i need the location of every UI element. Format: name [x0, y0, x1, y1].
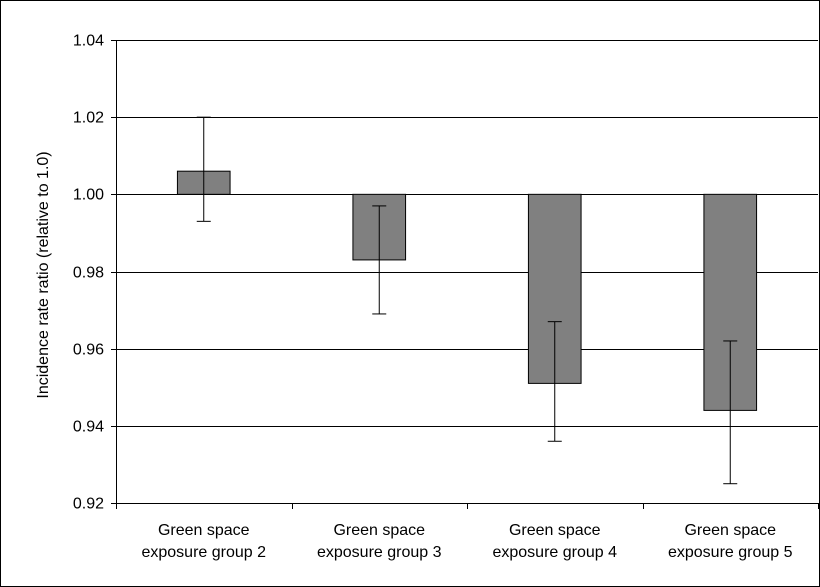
- x-category-label: exposure group 2: [141, 544, 266, 561]
- y-axis-title: Incidence rate ratio (relative to 1.0): [35, 151, 52, 398]
- x-category-label: Green space: [158, 522, 250, 539]
- x-category-label: Green space: [509, 522, 601, 539]
- y-tick-label: 1.04: [73, 33, 104, 50]
- x-category-label: exposure group 5: [668, 544, 793, 561]
- y-tick-label: 0.96: [73, 342, 104, 359]
- y-tick-label: 1.02: [73, 110, 104, 127]
- x-category-label: exposure group 4: [492, 544, 617, 561]
- bars: [176, 170, 758, 411]
- x-category-label: exposure group 3: [317, 544, 442, 561]
- x-category-label: Green space: [333, 522, 425, 539]
- y-tick-label: 0.94: [73, 419, 104, 436]
- y-tick-label: 0.98: [73, 265, 104, 282]
- x-category-label: Green space: [684, 522, 776, 539]
- y-tick-label: 0.92: [73, 496, 104, 513]
- axes: [111, 40, 819, 509]
- labels: 0.92 0.94 0.96 0.98 1.00 1.02 1.04 Green space e…: [73, 33, 793, 562]
- gridlines: [116, 40, 818, 427]
- y-tick-label: 1.00: [73, 187, 104, 204]
- error-bars: [196, 116, 738, 485]
